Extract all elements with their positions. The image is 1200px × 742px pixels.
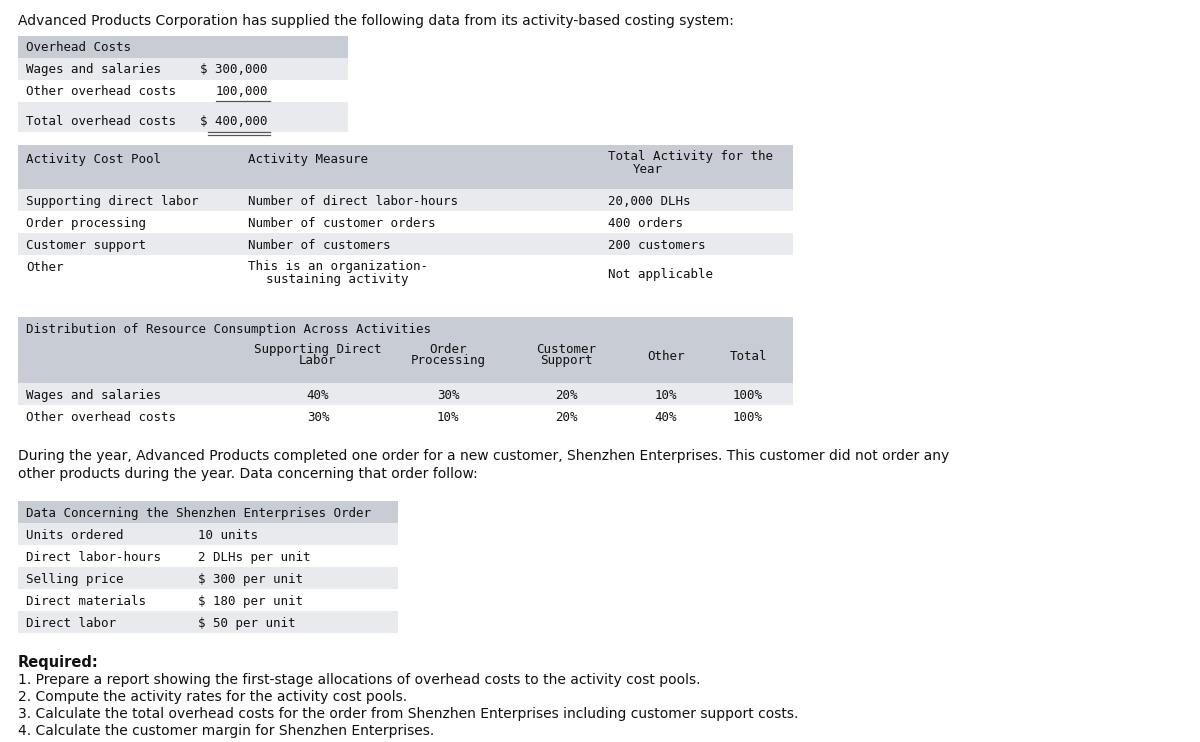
- Text: 10 units: 10 units: [198, 529, 258, 542]
- Text: Number of direct labor-hours: Number of direct labor-hours: [248, 195, 458, 208]
- Text: 20%: 20%: [554, 389, 577, 402]
- Text: $ 180 per unit: $ 180 per unit: [198, 595, 302, 608]
- Text: Order: Order: [430, 343, 467, 356]
- Text: 10%: 10%: [655, 389, 677, 402]
- Text: Other overhead costs: Other overhead costs: [26, 411, 176, 424]
- Text: During the year, Advanced Products completed one order for a new customer, Shenz: During the year, Advanced Products compl…: [18, 449, 949, 463]
- Text: Number of customers: Number of customers: [248, 239, 390, 252]
- FancyBboxPatch shape: [18, 233, 793, 255]
- Text: 30%: 30%: [437, 389, 460, 402]
- FancyBboxPatch shape: [18, 145, 793, 189]
- FancyBboxPatch shape: [18, 523, 398, 545]
- Text: $ 400,000: $ 400,000: [200, 115, 268, 128]
- FancyBboxPatch shape: [18, 255, 793, 299]
- Text: Support: Support: [540, 354, 593, 367]
- Text: 200 customers: 200 customers: [608, 239, 706, 252]
- Text: Customer support: Customer support: [26, 239, 146, 252]
- FancyBboxPatch shape: [18, 501, 398, 523]
- Text: Total overhead costs: Total overhead costs: [26, 115, 176, 128]
- Text: Year: Year: [634, 163, 662, 176]
- FancyBboxPatch shape: [18, 405, 793, 427]
- Text: 40%: 40%: [655, 411, 677, 424]
- FancyBboxPatch shape: [18, 317, 793, 339]
- Text: $ 300,000: $ 300,000: [200, 63, 268, 76]
- FancyBboxPatch shape: [18, 545, 398, 567]
- Text: 400 orders: 400 orders: [608, 217, 683, 230]
- Text: Supporting direct labor: Supporting direct labor: [26, 195, 198, 208]
- Text: Distribution of Resource Consumption Across Activities: Distribution of Resource Consumption Acr…: [26, 323, 431, 336]
- Text: Not applicable: Not applicable: [608, 268, 713, 281]
- Text: Advanced Products Corporation has supplied the following data from its activity-: Advanced Products Corporation has suppli…: [18, 14, 734, 28]
- Text: Selling price: Selling price: [26, 573, 124, 586]
- Text: 20,000 DLHs: 20,000 DLHs: [608, 195, 690, 208]
- Text: Units ordered: Units ordered: [26, 529, 124, 542]
- FancyBboxPatch shape: [18, 567, 398, 589]
- Text: 30%: 30%: [307, 411, 329, 424]
- FancyBboxPatch shape: [18, 189, 793, 211]
- Text: Direct labor-hours: Direct labor-hours: [26, 551, 161, 564]
- Text: Processing: Processing: [410, 354, 486, 367]
- Text: 2. Compute the activity rates for the activity cost pools.: 2. Compute the activity rates for the ac…: [18, 690, 407, 704]
- FancyBboxPatch shape: [18, 383, 793, 405]
- Text: Wages and salaries: Wages and salaries: [26, 63, 161, 76]
- Text: Number of customer orders: Number of customer orders: [248, 217, 436, 230]
- FancyBboxPatch shape: [18, 36, 348, 58]
- FancyBboxPatch shape: [18, 58, 348, 80]
- Text: Other: Other: [647, 350, 685, 363]
- Text: Required:: Required:: [18, 655, 98, 670]
- FancyBboxPatch shape: [18, 102, 348, 110]
- Text: Order processing: Order processing: [26, 217, 146, 230]
- Text: Overhead Costs: Overhead Costs: [26, 41, 131, 54]
- Text: This is an organization-: This is an organization-: [248, 260, 428, 273]
- Text: Wages and salaries: Wages and salaries: [26, 389, 161, 402]
- Text: 3. Calculate the total overhead costs for the order from Shenzhen Enterprises in: 3. Calculate the total overhead costs fo…: [18, 707, 798, 721]
- Text: Direct materials: Direct materials: [26, 595, 146, 608]
- Text: 100,000: 100,000: [216, 85, 268, 98]
- Text: 20%: 20%: [554, 411, 577, 424]
- Text: 10%: 10%: [437, 411, 460, 424]
- Text: $ 300 per unit: $ 300 per unit: [198, 573, 302, 586]
- Text: Data Concerning the Shenzhen Enterprises Order: Data Concerning the Shenzhen Enterprises…: [26, 507, 371, 520]
- Text: $ 50 per unit: $ 50 per unit: [198, 617, 295, 630]
- FancyBboxPatch shape: [18, 80, 348, 102]
- Text: Total: Total: [730, 350, 767, 363]
- Text: Activity Measure: Activity Measure: [248, 153, 368, 166]
- Text: Activity Cost Pool: Activity Cost Pool: [26, 153, 161, 166]
- Text: Other: Other: [26, 261, 64, 274]
- Text: 100%: 100%: [733, 389, 763, 402]
- Text: sustaining activity: sustaining activity: [266, 273, 408, 286]
- Text: Other overhead costs: Other overhead costs: [26, 85, 176, 98]
- Text: 40%: 40%: [307, 389, 329, 402]
- Text: Supporting Direct: Supporting Direct: [254, 343, 382, 356]
- FancyBboxPatch shape: [18, 589, 398, 611]
- Text: Total Activity for the: Total Activity for the: [608, 150, 773, 163]
- Text: 2 DLHs per unit: 2 DLHs per unit: [198, 551, 311, 564]
- Text: other products during the year. Data concerning that order follow:: other products during the year. Data con…: [18, 467, 478, 481]
- Text: 1. Prepare a report showing the first-stage allocations of overhead costs to the: 1. Prepare a report showing the first-st…: [18, 673, 701, 687]
- Text: 100%: 100%: [733, 411, 763, 424]
- Text: 4. Calculate the customer margin for Shenzhen Enterprises.: 4. Calculate the customer margin for She…: [18, 724, 434, 738]
- Text: Labor: Labor: [299, 354, 337, 367]
- Text: Customer: Customer: [536, 343, 596, 356]
- FancyBboxPatch shape: [18, 211, 793, 233]
- FancyBboxPatch shape: [18, 339, 793, 383]
- Text: Direct labor: Direct labor: [26, 617, 116, 630]
- FancyBboxPatch shape: [18, 611, 398, 633]
- FancyBboxPatch shape: [18, 110, 348, 132]
